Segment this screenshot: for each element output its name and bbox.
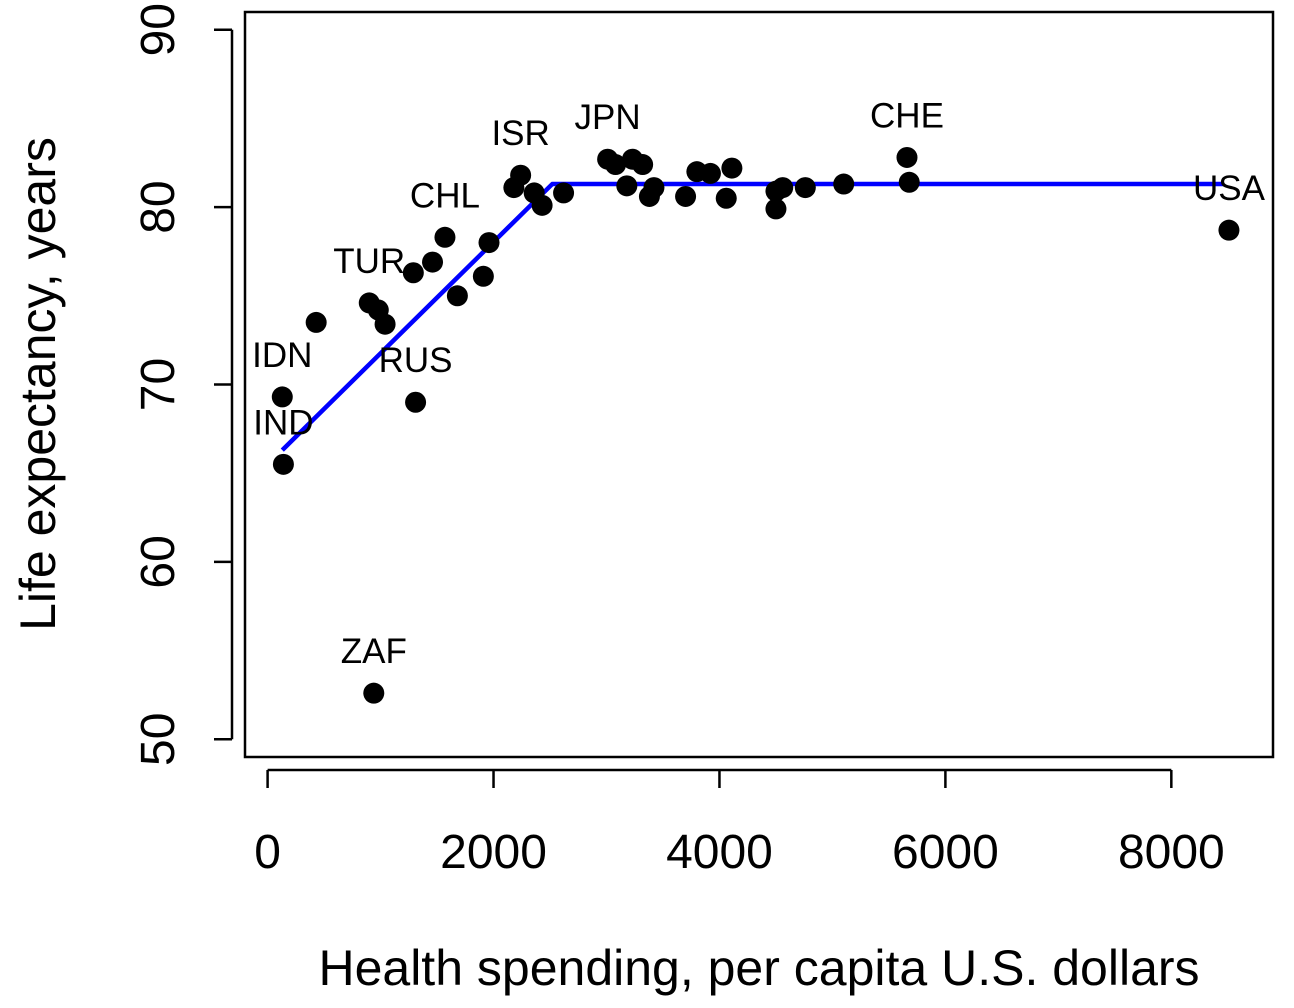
data-point — [794, 177, 816, 199]
point-label: CHL — [410, 176, 480, 215]
x-tick-label: 0 — [254, 826, 281, 879]
x-axis: 0 2000 4000 6000 8000 — [254, 768, 1225, 879]
point-label: ZAF — [341, 632, 407, 671]
point-label: RUS — [379, 341, 453, 380]
data-point — [472, 265, 494, 287]
y-tick-label: 90 — [132, 3, 185, 56]
y-axis-title: Life expectancy, years — [10, 137, 66, 631]
data-point — [374, 313, 396, 335]
data-point — [553, 182, 575, 204]
data-point — [402, 262, 424, 284]
x-tick-label: 8000 — [1118, 826, 1225, 879]
y-tick-label: 70 — [132, 358, 185, 411]
data-point — [699, 162, 721, 184]
data-point — [271, 386, 293, 408]
point-label: JPN — [575, 98, 641, 137]
y-tick-label: 80 — [132, 180, 185, 233]
point-label: ISR — [491, 114, 549, 153]
point-label: IDN — [252, 336, 312, 375]
data-point — [272, 453, 294, 475]
data-point — [510, 164, 532, 186]
y-axis: 50 60 70 80 90 — [132, 3, 234, 766]
y-tick-label: 60 — [132, 535, 185, 588]
data-point — [531, 194, 553, 216]
x-tick-label: 2000 — [440, 826, 547, 879]
data-point — [446, 285, 468, 307]
x-tick-label: 4000 — [666, 826, 773, 879]
fit-line — [280, 181, 1224, 452]
data-point — [434, 226, 456, 248]
plot-frame — [243, 10, 1275, 759]
data-point — [896, 146, 918, 168]
data-point — [632, 154, 654, 176]
point-label: TUR — [333, 242, 405, 281]
data-point — [405, 391, 427, 413]
data-point — [363, 682, 385, 704]
data-point — [898, 171, 920, 193]
x-tick-label: 6000 — [892, 826, 999, 879]
point-label: USA — [1193, 169, 1266, 208]
data-point — [772, 177, 794, 199]
data-point — [478, 232, 500, 254]
data-point — [1218, 219, 1240, 241]
data-point — [643, 177, 665, 199]
point-labels: IDN IND TUR RUS ZAF CHL ISR JPN CHE USA — [252, 96, 1265, 671]
data-point — [675, 185, 697, 207]
y-tick-label: 50 — [132, 713, 185, 766]
point-label: IND — [253, 403, 313, 442]
data-point — [422, 251, 444, 273]
data-point — [605, 154, 627, 176]
x-axis-title: Health spending, per capita U.S. dollars — [318, 940, 1199, 996]
data-point — [765, 198, 787, 220]
point-label: CHE — [870, 96, 944, 135]
data-point — [833, 173, 855, 195]
data-point — [616, 175, 638, 197]
data-points — [271, 146, 1240, 704]
data-point — [305, 311, 327, 333]
data-point — [715, 187, 737, 209]
fit-line-group — [280, 181, 1224, 452]
data-point — [721, 157, 743, 179]
